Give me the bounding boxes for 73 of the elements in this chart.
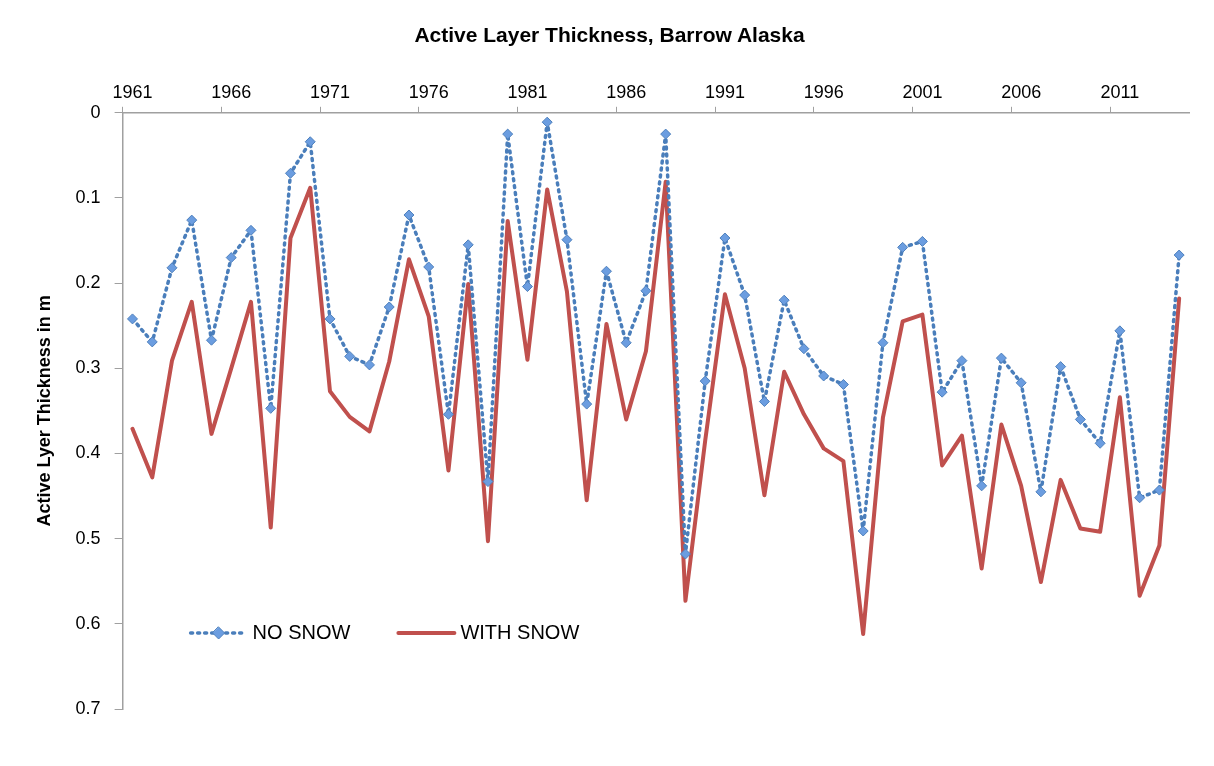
point [818, 370, 830, 382]
point [699, 375, 711, 387]
point [1134, 492, 1146, 504]
legend-label: WITH SNOW [460, 620, 580, 643]
point [363, 359, 375, 371]
point [995, 352, 1007, 364]
point [739, 289, 751, 301]
point [897, 241, 909, 253]
point [521, 281, 533, 293]
point [778, 294, 790, 306]
point [225, 252, 237, 264]
point [758, 396, 770, 408]
point [916, 235, 928, 247]
point [324, 313, 336, 325]
point [186, 214, 198, 226]
x-tick-label: 2011 [1100, 81, 1140, 102]
point [541, 116, 553, 128]
point [976, 480, 988, 492]
point [265, 402, 277, 414]
point [245, 224, 257, 236]
point [956, 355, 968, 367]
x-tick-label: 1971 [309, 81, 350, 102]
point [1035, 486, 1047, 498]
point [877, 337, 889, 349]
point [1055, 361, 1067, 373]
point [304, 136, 316, 148]
x-tick-label: 1966 [211, 81, 252, 102]
point [403, 209, 415, 221]
x-tick-label: 2006 [1001, 81, 1042, 102]
point [798, 343, 810, 355]
point [1114, 325, 1126, 337]
y-tick-label: 0.1 [75, 186, 101, 207]
y-tick-label: 0.4 [75, 442, 101, 463]
y-tick-label: 0 [90, 101, 101, 122]
legend-label: NO SNOW [252, 620, 351, 643]
point [600, 265, 612, 277]
point [1094, 437, 1106, 449]
y-tick-label: 0.7 [75, 697, 101, 718]
point [581, 398, 593, 410]
point [344, 350, 356, 362]
point [640, 285, 652, 297]
y-tick-label: 0.5 [75, 527, 101, 548]
x-tick-label: 1996 [803, 81, 844, 102]
x-tick-label: 1961 [112, 81, 153, 102]
point [1015, 377, 1027, 389]
x-tick-label: 2001 [902, 81, 943, 102]
point [502, 128, 514, 140]
y-tick-label: 0.6 [75, 612, 101, 633]
point [1153, 484, 1165, 496]
chart-title: Active Layer Thickness, Barrow Alaska [414, 23, 805, 47]
point [660, 128, 672, 140]
point [146, 336, 158, 348]
y-axis-title: Active Lyer Thickness in m [33, 295, 54, 527]
x-tick-label: 1981 [507, 81, 548, 102]
point [857, 525, 869, 537]
point [205, 334, 217, 346]
point [284, 167, 296, 179]
point [127, 313, 138, 325]
point [166, 262, 178, 274]
point [383, 301, 395, 313]
point [482, 476, 494, 488]
point [679, 548, 691, 560]
point [423, 261, 435, 273]
point [1074, 413, 1086, 425]
point [837, 379, 849, 390]
y-tick-label: 0.2 [75, 272, 101, 293]
x-tick-label: 1976 [408, 81, 449, 102]
x-tick-label: 1986 [606, 81, 647, 102]
y-tick-label: 0.3 [75, 357, 101, 378]
point [442, 408, 454, 420]
point [620, 337, 632, 349]
x-tick-label: 1991 [704, 81, 745, 102]
point [1173, 249, 1185, 261]
